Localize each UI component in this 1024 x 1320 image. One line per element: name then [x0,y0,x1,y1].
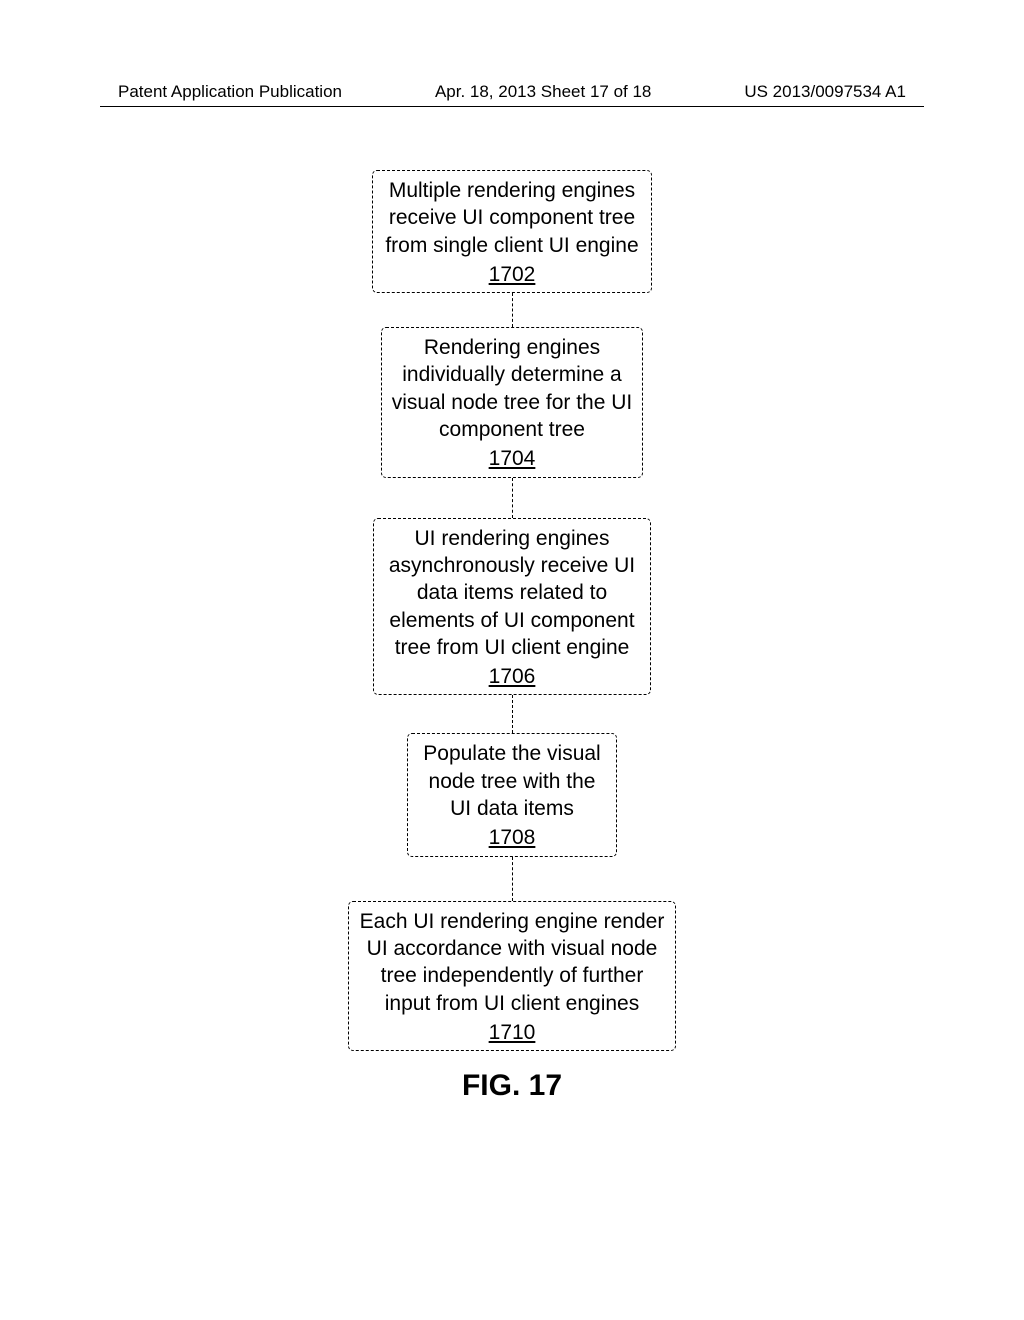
flow-connector [512,293,513,327]
page-header: Patent Application Publication Apr. 18, … [0,82,1024,102]
header-center: Apr. 18, 2013 Sheet 17 of 18 [435,82,651,102]
flow-connector [512,857,513,901]
flowchart: Multiple rendering engines receive UI co… [0,170,1024,1103]
flow-node-ref: 1704 [489,445,536,472]
flow-node-ref: 1702 [489,261,536,288]
flow-connector [512,478,513,518]
header-rule [100,106,924,107]
figure-caption: FIG. 17 [462,1069,562,1103]
flow-node-ref: 1708 [489,824,536,851]
flow-node-1702: Multiple rendering engines receive UI co… [372,170,652,293]
flow-connector [512,695,513,733]
flow-node-text: UI rendering engines asynchronously rece… [389,527,635,659]
flow-node-1708: Populate the visual node tree with the U… [407,733,617,856]
flow-node-1706: UI rendering engines asynchronously rece… [373,518,651,696]
flow-node-text: Each UI rendering engine render UI accor… [360,910,665,1015]
flow-node-1710: Each UI rendering engine render UI accor… [348,901,676,1051]
header-left: Patent Application Publication [118,82,342,102]
header-right: US 2013/0097534 A1 [744,82,906,102]
flow-node-1704: Rendering engines individually determine… [381,327,643,477]
flow-node-ref: 1710 [489,1019,536,1046]
flow-node-text: Multiple rendering engines receive UI co… [385,179,638,257]
flow-node-text: Rendering engines individually determine… [392,336,632,441]
flow-node-text: Populate the visual node tree with the U… [423,742,600,820]
flow-node-ref: 1706 [489,663,536,690]
